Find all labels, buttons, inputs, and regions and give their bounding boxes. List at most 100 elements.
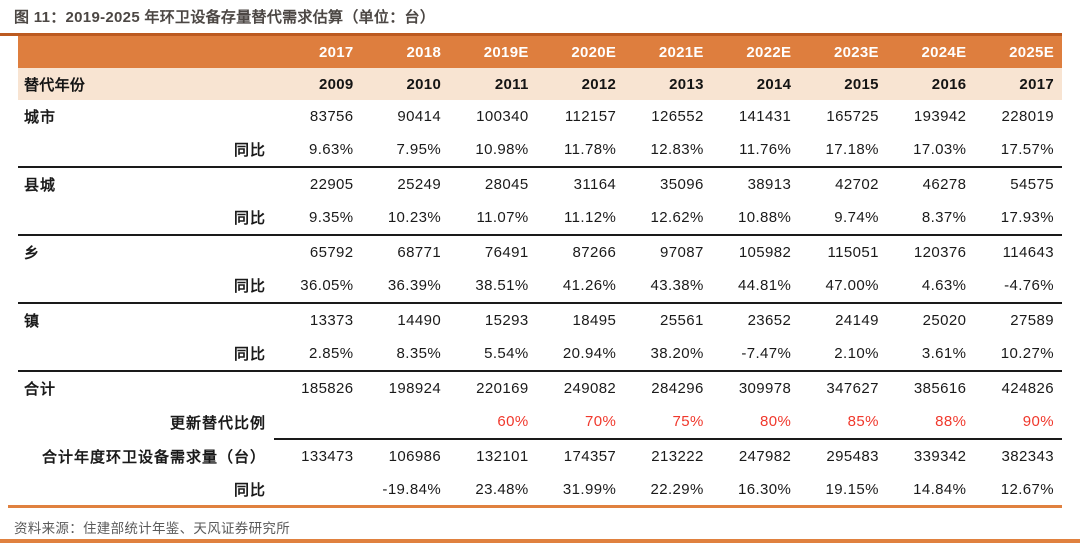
value-cell: 11.12% [536, 201, 625, 236]
row-label: 同比 [18, 133, 274, 168]
value-cell: 10.23% [361, 201, 450, 236]
value-cell: 10.27% [974, 337, 1062, 372]
value-cell: 12.62% [624, 201, 712, 236]
value-cell: 11.07% [449, 201, 537, 236]
value-cell: 9.74% [799, 201, 887, 236]
value-cell: 87266 [572, 244, 617, 261]
row-label: 同比 [18, 337, 274, 372]
value-cell: 97087 [660, 244, 704, 261]
row-label: 同比 [18, 201, 274, 236]
value-cell: 165725 [826, 108, 879, 125]
year-header-cell: 2021E [624, 36, 712, 68]
replacement-demand-table: 2017 2018 2019E 2020E 2021E 2022E 2023E 2024E 20… [18, 36, 1062, 506]
value-cell: 38.51% [449, 269, 537, 304]
header-corner-cell [18, 36, 274, 68]
row-label: 更新替代比例 [169, 414, 266, 432]
value-cell [274, 473, 362, 506]
replace-year-cell: 2017 [974, 68, 1062, 100]
value-cell: 228019 [1001, 108, 1054, 125]
value-cell: 213222 [624, 438, 712, 473]
value-cell: 17.57% [974, 133, 1062, 168]
replace-year-cell: 2013 [624, 68, 712, 100]
figure-title: 图 11：2019-2025 年环卫设备存量替代需求估算（单位：台） [14, 9, 436, 26]
value-cell: 54575 [1010, 176, 1054, 193]
value-cell: 16.30% [738, 481, 792, 498]
value-cell: 7.95% [361, 133, 450, 168]
title-divider [0, 33, 1062, 36]
value-cell: 15293 [484, 312, 529, 329]
value-cell: 24149 [835, 312, 879, 329]
table-row: 更新替代比例 60% 70% 75% 80% 85% 88% 90% [18, 405, 1062, 439]
value-cell: -19.84% [382, 481, 442, 498]
value-cell: 36.39% [361, 269, 450, 304]
value-cell: -4.76% [974, 269, 1062, 304]
value-cell: 42702 [835, 176, 879, 193]
table-row: 县城 22905 25249 28045 31164 35096 38913 42702 462… [18, 167, 1062, 201]
value-cell: 35096 [660, 176, 704, 193]
value-cell: 385616 [913, 380, 967, 397]
value-cell: 249082 [563, 380, 617, 397]
value-cell: 382343 [974, 438, 1062, 473]
value-cell: 100340 [476, 108, 529, 125]
value-cell: 83756 [309, 108, 354, 125]
value-cell: 2.10% [799, 337, 887, 372]
value-cell: 8.35% [361, 337, 450, 372]
value-cell: 14.84% [913, 481, 967, 498]
value-cell: 309978 [738, 380, 792, 397]
value-cell: 2.85% [274, 337, 362, 372]
value-cell: 25020 [922, 312, 967, 329]
value-cell: 133473 [274, 438, 362, 473]
value-cell: 114643 [1002, 244, 1054, 261]
value-cell [274, 405, 362, 439]
value-cell: 4.63% [886, 269, 975, 304]
value-cell: 198924 [388, 380, 442, 397]
row-label: 合计 [24, 381, 57, 398]
year-header-cell: 2023E [799, 36, 887, 68]
value-cell: 23652 [747, 312, 792, 329]
table-bottom-divider [8, 505, 1062, 508]
value-cell: 12.67% [1000, 481, 1054, 498]
value-cell: 126552 [651, 108, 704, 125]
year-header-row: 2017 2018 2019E 2020E 2021E 2022E 2023E 2024E 20… [18, 36, 1062, 68]
value-cell: 5.54% [449, 337, 537, 372]
page-bottom-bar [0, 539, 1080, 543]
value-cell: 85% [847, 413, 879, 430]
row-label: 县城 [24, 177, 57, 194]
row-label: 城市 [24, 109, 57, 126]
value-cell: 120376 [913, 244, 967, 261]
value-cell: 22905 [309, 176, 354, 193]
value-cell: 60% [497, 413, 529, 430]
value-cell: 19.15% [825, 481, 879, 498]
replace-year-cell: 2011 [449, 68, 537, 100]
value-cell: 13373 [309, 312, 354, 329]
table-row: 合计年度环卫设备需求量（台） 133473 106986 132101 174357 21… [18, 438, 1062, 473]
value-cell [362, 405, 450, 439]
replace-year-cell: 2015 [799, 68, 887, 100]
value-cell: 47.00% [799, 269, 887, 304]
table-row: 合计 185826 198924 220169 249082 284296 309978 34… [18, 371, 1062, 405]
value-cell: 18495 [572, 312, 617, 329]
value-cell: 220169 [476, 380, 529, 397]
table-row: 同比 36.05% 36.39% 38.51% 41.26% 43.38% 44.81% 47… [18, 269, 1062, 304]
table-row: 同比 9.35% 10.23% 11.07% 11.12% 12.62% 10.88% 9.7… [18, 201, 1062, 236]
value-cell: 46278 [922, 176, 967, 193]
value-cell: 44.81% [711, 269, 800, 304]
value-cell: 38913 [747, 176, 792, 193]
value-cell: 115051 [827, 244, 879, 261]
value-cell: 17.03% [886, 133, 975, 168]
value-cell: 20.94% [536, 337, 625, 372]
value-cell: 80% [760, 413, 792, 430]
year-header-cell: 2025E [974, 36, 1062, 68]
value-cell: 193942 [913, 108, 967, 125]
table-row: 同比 -19.84% 23.48% 31.99% 22.29% 16.30% 19.15% 1… [18, 473, 1062, 506]
value-cell: 10.98% [449, 133, 537, 168]
value-cell: 10.88% [711, 201, 800, 236]
table-row: 乡 65792 68771 76491 87266 97087 105982 115051 12… [18, 235, 1062, 269]
value-cell: 25249 [397, 176, 442, 193]
value-cell: 112157 [564, 108, 617, 125]
row-label: 镇 [24, 313, 41, 330]
year-header-cell: 2024E [886, 36, 975, 68]
replace-year-row: 替代年份 2009 2010 2011 2012 2013 2014 2015 2016 2017 [18, 68, 1062, 100]
row-label: 合计年度环卫设备需求量（台） [41, 448, 266, 466]
value-cell: 17.93% [974, 201, 1062, 236]
